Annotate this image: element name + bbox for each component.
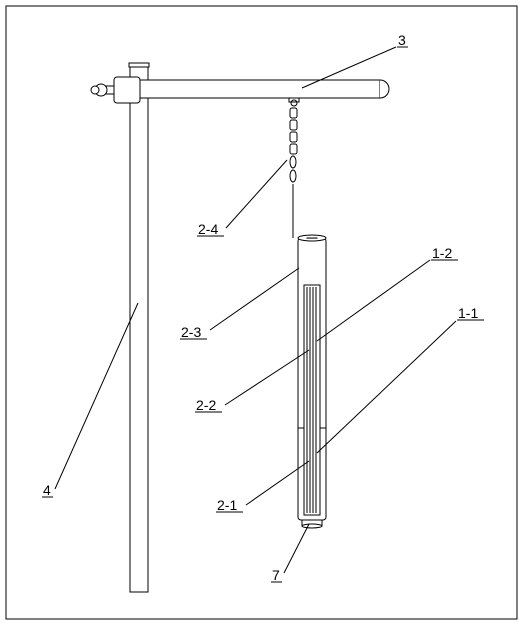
inner-panel xyxy=(304,285,320,515)
clamp-body xyxy=(114,77,140,103)
clamp-knob-1 xyxy=(91,86,99,94)
diagram-canvas: 3 1-2 1-1 2-4 2-3 2-2 2-1 4 7 xyxy=(0,0,523,625)
label-p7: 7 xyxy=(272,567,280,583)
pole-body xyxy=(130,63,148,592)
arm-body xyxy=(115,80,380,98)
label-p3: 3 xyxy=(398,32,406,48)
pole-top-cap xyxy=(129,63,149,67)
foot-tip-bottom xyxy=(302,524,322,528)
label-p2_2: 2-2 xyxy=(196,397,216,413)
label-p1_1: 1-1 xyxy=(458,305,478,321)
label-p4: 4 xyxy=(43,482,51,498)
label-p1_2: 1-2 xyxy=(432,245,452,261)
label-p2_1: 2-1 xyxy=(217,497,237,513)
label-p2_4: 2-4 xyxy=(198,221,218,237)
label-p2_3: 2-3 xyxy=(181,324,201,340)
